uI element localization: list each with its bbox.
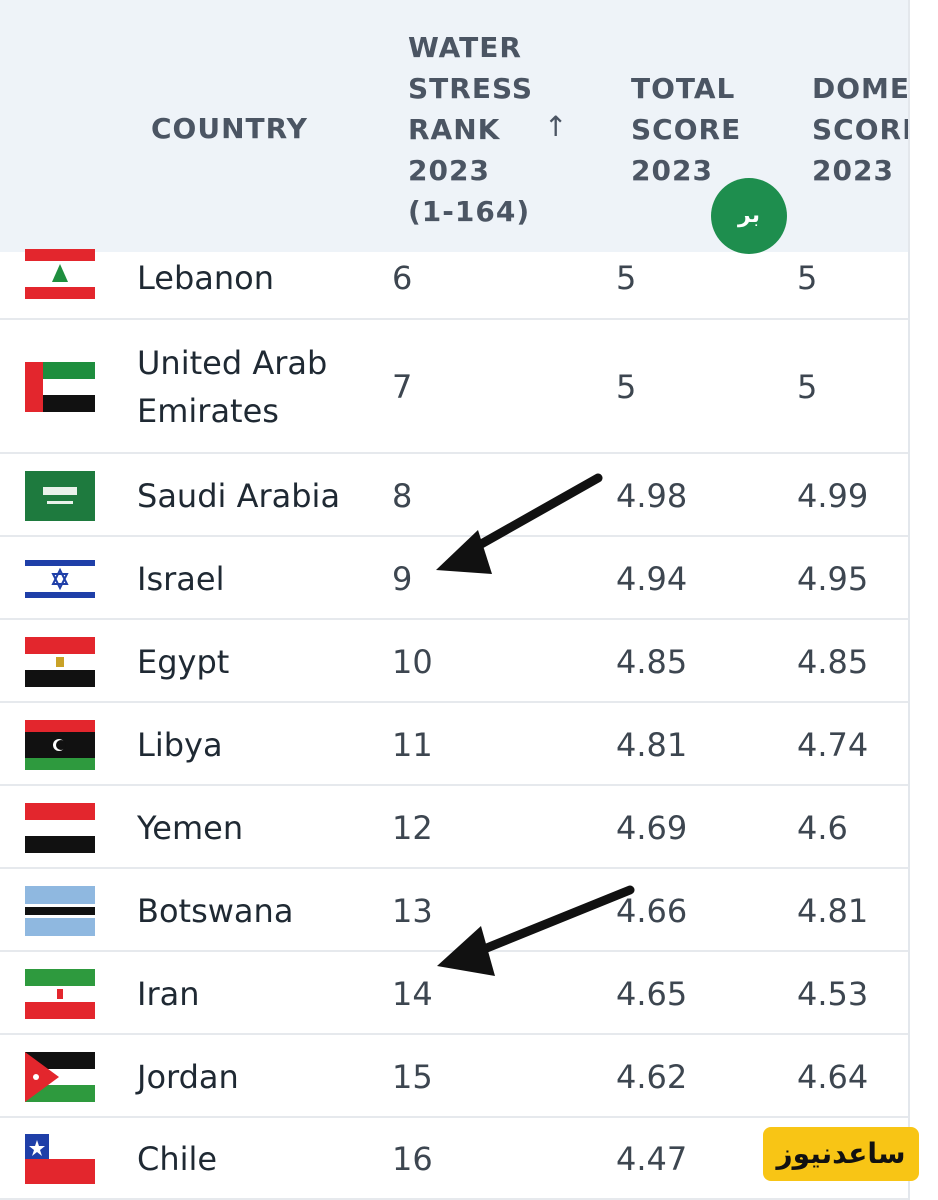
country-cell: Lebanon (137, 259, 275, 297)
domestic-score-cell: 5 (797, 368, 818, 406)
total-score-cell: 4.47 (616, 1140, 688, 1178)
table-row[interactable]: Libya 11 4.81 4.74 (0, 703, 908, 786)
table-row[interactable]: Yemen 12 4.69 4.6 (0, 786, 908, 869)
country-cell: Israel (137, 559, 225, 598)
watermark-badge: ساعدنیوز (763, 1127, 919, 1181)
country-cell: Chile (137, 1140, 218, 1178)
domestic-score-cell: 4.95 (797, 559, 869, 598)
sort-ascending-icon[interactable]: ↑ (544, 110, 568, 143)
israel-flag-icon (25, 553, 95, 604)
country-cell: Libya (137, 725, 223, 764)
total-score-cell: 4.66 (616, 891, 688, 930)
rank-cell: 9 (392, 559, 413, 598)
table-row[interactable]: Iran 14 4.65 4.53 (0, 952, 908, 1035)
column-header-water-stress-rank[interactable]: WATER STRESS RANK 2023 (1-164) (408, 31, 534, 228)
total-score-cell: 5 (616, 368, 637, 406)
table-row[interactable]: Chile 16 4.47 (0, 1118, 908, 1200)
libya-flag-icon (25, 719, 95, 770)
total-score-cell: 4.62 (616, 1057, 688, 1096)
domestic-score-cell: 4.64 (797, 1057, 869, 1096)
column-header-domestic-score[interactable]: DOME SCORE 2023 (812, 72, 910, 187)
domestic-score-cell: 4.81 (797, 891, 869, 930)
table-row[interactable]: Lebanon 6 5 5 (0, 249, 908, 320)
chile-flag-icon (25, 1134, 95, 1184)
uae-flag-icon (25, 362, 95, 412)
total-score-cell: 4.94 (616, 559, 688, 598)
country-cell: United Arab Emirates (137, 344, 328, 430)
table-row[interactable]: Saudi Arabia 8 4.98 4.99 (0, 454, 908, 537)
rank-cell: 13 (392, 891, 433, 930)
rank-cell: 12 (392, 808, 433, 847)
table-header: COUNTRY WATER STRESS RANK 2023 (1-164) ↑… (0, 0, 910, 304)
domestic-score-cell: 5 (797, 259, 818, 297)
iran-flag-icon (25, 968, 95, 1019)
rank-cell: 14 (392, 974, 433, 1013)
domestic-score-cell: 4.53 (797, 974, 869, 1013)
botswana-flag-icon (25, 885, 95, 936)
egypt-flag-icon (25, 636, 95, 687)
rank-cell: 15 (392, 1057, 433, 1096)
country-cell: Botswana (137, 891, 294, 930)
domestic-score-cell: 4.99 (797, 476, 869, 515)
arrow-pointer-israel (436, 473, 603, 574)
domestic-score-cell: 4.74 (797, 725, 869, 764)
rank-cell: 11 (392, 725, 433, 764)
domestic-score-cell: 4.6 (797, 808, 848, 847)
saudi-flag-icon (25, 470, 95, 521)
country-cell: Egypt (137, 642, 230, 681)
country-cell: Yemen (137, 808, 244, 847)
yemen-flag-icon (25, 802, 95, 853)
country-cell: Saudi Arabia (137, 476, 341, 515)
lebanon-flag-icon (25, 249, 95, 299)
rank-cell: 8 (392, 476, 413, 515)
table-row[interactable]: Botswana 13 4.66 4.81 (0, 869, 908, 952)
rank-cell: 7 (392, 368, 413, 406)
arrow-pointer-iran (437, 885, 635, 976)
table-row[interactable]: United Arab Emirates 7 5 5 (0, 320, 908, 454)
ranking-table: COUNTRY WATER STRESS RANK 2023 (1-164) ↑… (0, 0, 910, 1200)
total-score-cell: 4.85 (616, 642, 688, 681)
country-cell: Iran (137, 974, 200, 1013)
column-header-country[interactable]: COUNTRY (151, 112, 308, 145)
table-row[interactable]: Egypt 10 4.85 4.85 (0, 620, 908, 703)
total-score-cell: 4.81 (616, 725, 688, 764)
domestic-score-cell: 4.85 (797, 642, 869, 681)
total-score-cell: 4.65 (616, 974, 688, 1013)
rank-cell: 10 (392, 642, 433, 681)
column-header-total-score[interactable]: TOTAL SCORE 2023 (631, 72, 742, 187)
total-score-cell: 5 (616, 259, 637, 297)
rank-cell: 6 (392, 259, 413, 297)
logo-badge: بر فوژی (711, 178, 787, 304)
country-cell: Jordan (137, 1057, 239, 1096)
table-row[interactable]: Jordan 15 4.62 4.64 (0, 1035, 908, 1118)
jordan-flag-icon (25, 1051, 95, 1102)
table-row[interactable]: Israel 9 4.94 4.95 (0, 537, 908, 620)
rank-cell: 16 (392, 1140, 433, 1178)
total-score-cell: 4.69 (616, 808, 688, 847)
total-score-cell: 4.98 (616, 476, 688, 515)
